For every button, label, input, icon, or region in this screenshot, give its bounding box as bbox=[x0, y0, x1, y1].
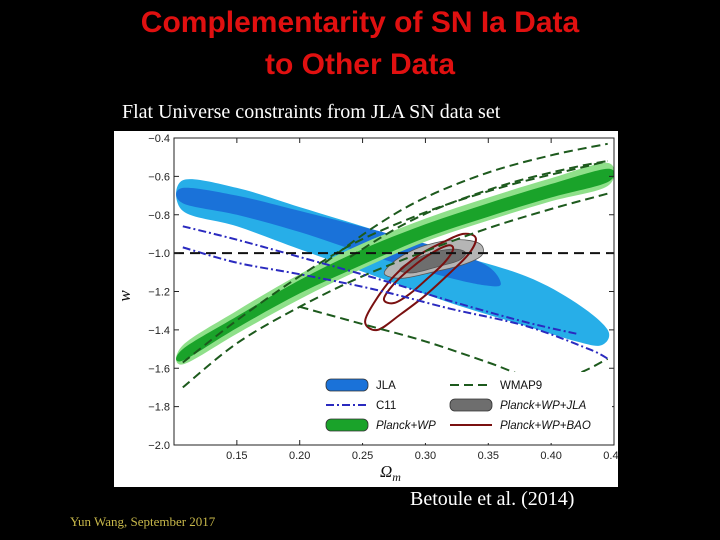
y-tick-label: −1.0 bbox=[148, 248, 170, 260]
y-tick-label: −0.6 bbox=[148, 171, 170, 183]
x-tick-label: 0.25 bbox=[352, 450, 373, 462]
slide-title-line-1: Complementarity of SN Ia Data bbox=[140, 6, 580, 39]
wmap9-curve-2 bbox=[182, 160, 608, 364]
slide-title-line-2: to Other Data bbox=[264, 48, 456, 81]
x-axis-label: Ωm bbox=[380, 462, 401, 484]
legend-label-wmap9: WMAP9 bbox=[500, 380, 542, 392]
planck-wp-contour-2sigma bbox=[176, 162, 614, 365]
legend-swatch-planck-wp bbox=[325, 418, 369, 432]
legend-label-planck-wp: Planck+WP bbox=[376, 420, 436, 432]
slide-subtitle: Flat Universe constraints from JLA SN da… bbox=[122, 101, 501, 123]
y-tick-label: −1.8 bbox=[148, 402, 170, 414]
legend-swatch-planck-wp-jla bbox=[449, 398, 493, 412]
legend-label-c11: C11 bbox=[376, 400, 396, 412]
y-tick-label: −1.4 bbox=[148, 325, 170, 337]
wmap9-curve-0 bbox=[324, 142, 608, 264]
citation: Betoule et al. (2014) bbox=[410, 488, 575, 510]
y-tick-label: −0.4 bbox=[148, 133, 170, 145]
legend-swatch-jla bbox=[325, 378, 369, 392]
x-tick-label: 0.15 bbox=[226, 450, 247, 462]
contour-figure: 0.15 0.20 0.25 0.30 0.35 0.40 0.45 −0.4 −0.6 −0.8… bbox=[114, 131, 625, 487]
y-tick-label: −0.8 bbox=[148, 210, 170, 222]
y-tick-label: −2.0 bbox=[148, 440, 170, 452]
x-tick-label: 0.35 bbox=[478, 450, 499, 462]
x-tick-label: 0.40 bbox=[540, 450, 561, 462]
legend: JLA WMAP9 C11 Planck+WP+JLA Planck+WP Planck+… bbox=[322, 372, 612, 443]
legend-label-planck-wp-jla: Planck+WP+JLA bbox=[500, 400, 587, 412]
planck-wp-contour-1sigma bbox=[176, 168, 614, 362]
c11-curve-6 bbox=[182, 246, 609, 360]
x-axis-label-sub: m bbox=[392, 470, 401, 484]
y-tick-label: −1.6 bbox=[148, 363, 170, 375]
x-tick-label: 0.45 bbox=[603, 450, 618, 462]
wmap9-curve-3 bbox=[182, 192, 608, 389]
legend-label-planck-wp-bao: Planck+WP+BAO bbox=[500, 420, 591, 432]
x-tick-label: 0.30 bbox=[415, 450, 436, 462]
c11-curve-5 bbox=[182, 225, 577, 335]
legend-label-jla: JLA bbox=[376, 380, 396, 392]
x-tick-label: 0.20 bbox=[289, 450, 310, 462]
planck-wp-bao-contour-2sigma bbox=[364, 232, 477, 332]
x-axis-label-main: Ω bbox=[380, 462, 392, 481]
wmap9-curve-1 bbox=[349, 160, 608, 258]
contour-chart: 0.15 0.20 0.25 0.30 0.35 0.40 0.45 −0.4 −0.6 −0.8… bbox=[115, 133, 625, 484]
y-axis-label: w bbox=[115, 290, 134, 302]
footer-author-date: Yun Wang, September 2017 bbox=[70, 514, 216, 529]
y-tick-label: −1.2 bbox=[148, 287, 170, 299]
